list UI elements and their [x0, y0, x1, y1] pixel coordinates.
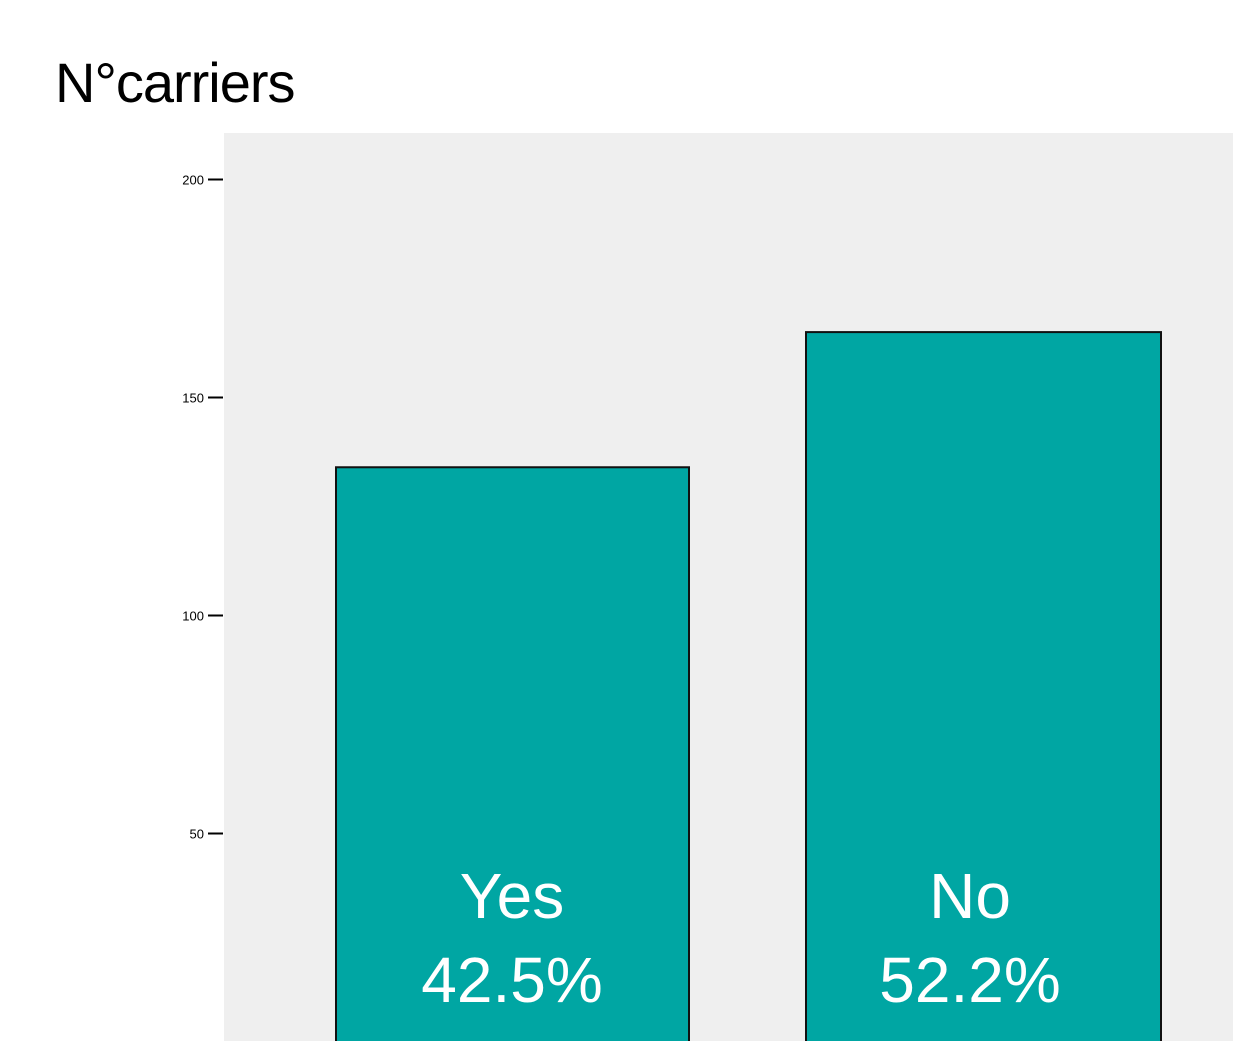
y-tick-label: 100 [182, 609, 204, 624]
bar-no [805, 331, 1162, 1041]
bar-yes [335, 466, 690, 1041]
bar-percentage-label: 42.5% [421, 944, 602, 1016]
bar-category-label: No [929, 860, 1011, 932]
y-tick-label: 200 [182, 173, 204, 188]
y-tick-label: 50 [190, 827, 204, 842]
bar-category-label: Yes [460, 860, 564, 932]
bar-percentage-label: 52.2% [879, 944, 1060, 1016]
y-axis: 50 100 150 200 [182, 173, 223, 842]
chart-title: N°carriers [55, 51, 296, 114]
y-tick-label: 150 [182, 391, 204, 406]
bars: Yes 42.5% No 52.2% [335, 331, 1162, 1041]
